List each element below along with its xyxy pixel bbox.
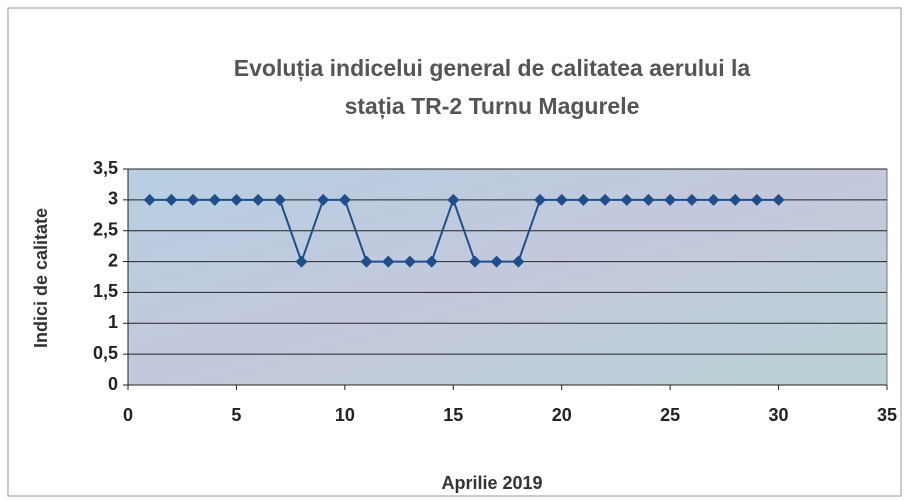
x-axis-label: Aprilie 2019 xyxy=(441,473,542,493)
data-point xyxy=(403,255,416,268)
data-point xyxy=(382,255,395,268)
data-point xyxy=(772,193,785,206)
x-tick-label: 30 xyxy=(769,405,789,425)
data-point xyxy=(620,193,633,206)
y-axis-label: Indici de calitate xyxy=(31,208,51,348)
data-point xyxy=(360,255,373,268)
plot-area xyxy=(127,168,888,386)
data-point xyxy=(317,193,330,206)
data-point xyxy=(143,193,156,206)
data-point xyxy=(534,193,547,206)
x-tick-label: 0 xyxy=(123,405,133,425)
y-tick-label: 2,5 xyxy=(93,219,118,239)
x-tick-label: 10 xyxy=(335,405,355,425)
x-tick-label: 25 xyxy=(660,405,680,425)
y-tick-label: 1,5 xyxy=(93,281,118,301)
y-tick-label: 0,5 xyxy=(93,343,118,363)
y-tick-label: 3,5 xyxy=(93,158,118,178)
x-tick-label: 20 xyxy=(552,405,572,425)
y-tick-label: 1 xyxy=(108,312,118,332)
data-point xyxy=(208,193,221,206)
data-point xyxy=(338,193,351,206)
y-tick-label: 3 xyxy=(108,189,118,209)
data-point xyxy=(685,193,698,206)
data-point xyxy=(664,193,677,206)
data-point xyxy=(273,193,286,206)
x-tick-label: 35 xyxy=(877,405,897,425)
data-point xyxy=(425,255,438,268)
data-point xyxy=(707,193,720,206)
data-point xyxy=(187,193,200,206)
data-point xyxy=(165,193,178,206)
data-point xyxy=(512,255,525,268)
data-point xyxy=(468,255,481,268)
chart-title: Evoluția indicelui general de calitatea … xyxy=(234,55,751,82)
data-point xyxy=(490,255,503,268)
x-tick-label: 15 xyxy=(443,405,463,425)
data-point xyxy=(750,193,763,206)
y-tick-label: 0 xyxy=(108,374,118,394)
data-point xyxy=(230,193,243,206)
data-point xyxy=(295,255,308,268)
data-point xyxy=(599,193,612,206)
data-point xyxy=(642,193,655,206)
data-point xyxy=(729,193,742,206)
x-tick-label: 5 xyxy=(231,405,241,425)
data-point xyxy=(577,193,590,206)
y-tick-label: 2 xyxy=(108,250,118,270)
data-point xyxy=(555,193,568,206)
data-point xyxy=(252,193,265,206)
data-point xyxy=(447,193,460,206)
chart-title: stația TR-2 Turnu Magurele xyxy=(345,93,640,120)
